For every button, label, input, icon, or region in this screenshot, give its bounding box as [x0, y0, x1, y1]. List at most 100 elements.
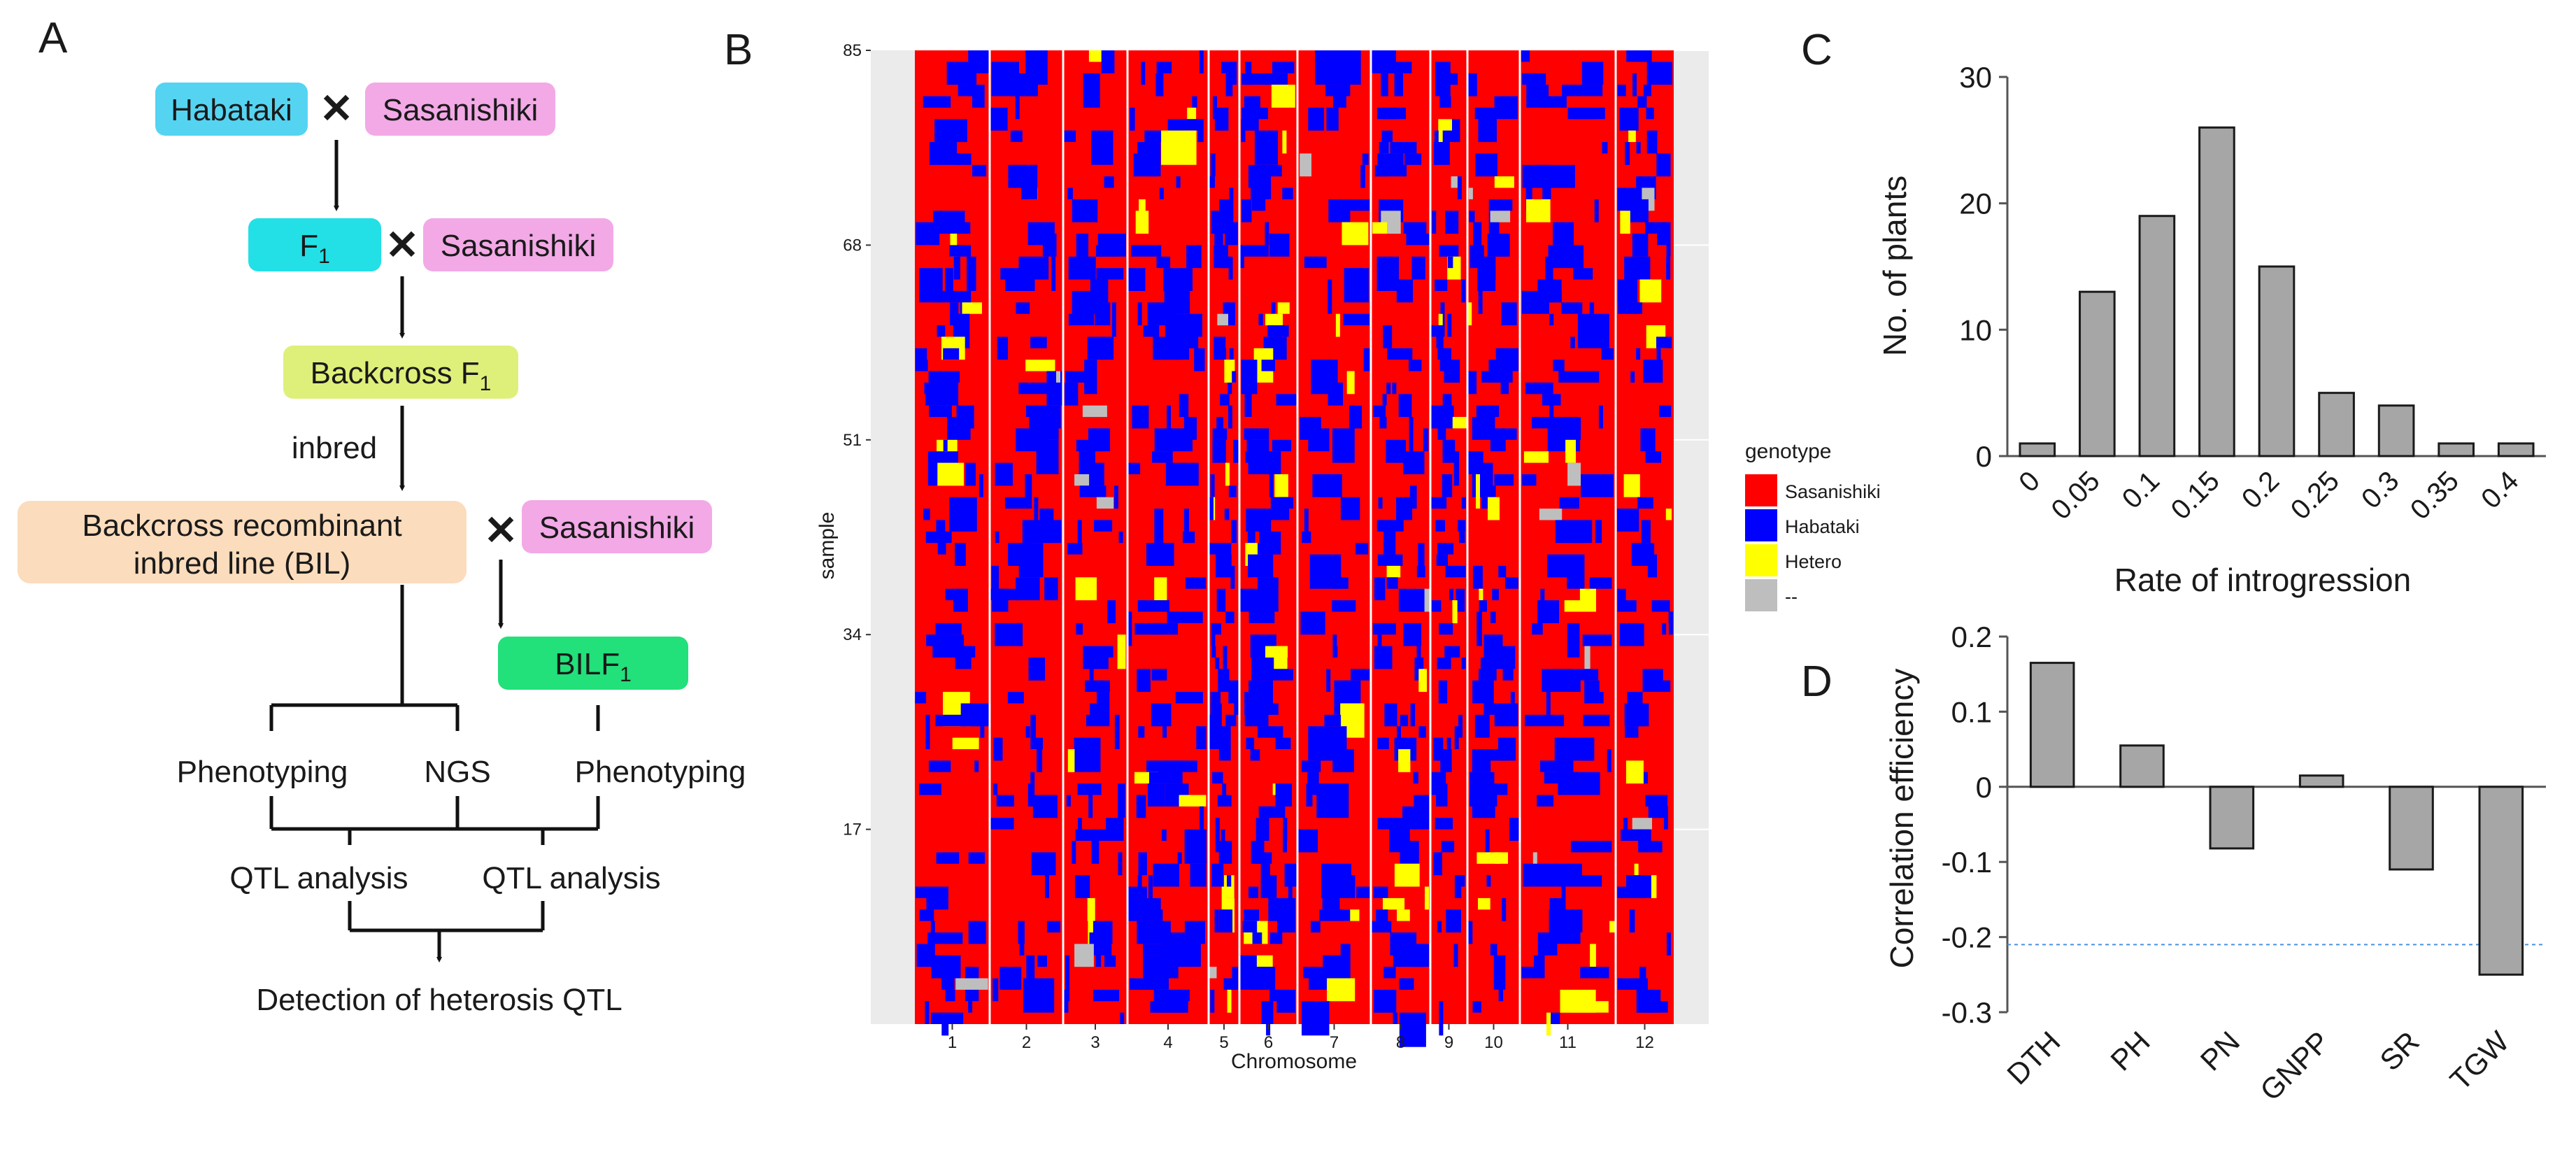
genotype-block: [1456, 588, 1465, 612]
genotype-block: [1479, 600, 1487, 612]
genotype-block: [1394, 863, 1420, 887]
genotype-block: [1241, 199, 1252, 222]
genotype-block: [1362, 153, 1369, 165]
genotype-block: [1567, 107, 1605, 120]
genotype-block: [1136, 795, 1146, 818]
genotype-block: [1032, 795, 1058, 818]
genotype-block: [1494, 96, 1518, 120]
genotype-block: [1480, 658, 1497, 681]
genotype-block: [1223, 646, 1227, 669]
genotype-block: [1467, 73, 1477, 97]
genotype-block: [1644, 772, 1648, 784]
genotype-block: [1272, 783, 1278, 795]
genotype-block: [1079, 485, 1106, 497]
genotype-block: [997, 336, 1009, 360]
genotype-block: [1076, 623, 1083, 635]
genotype-block: [1534, 955, 1545, 979]
genotype-block: [1662, 623, 1667, 635]
genotype-block: [1565, 439, 1576, 463]
genotype-block: [1074, 944, 1094, 967]
genotype-block: [1496, 199, 1513, 211]
genotype-block: [1468, 921, 1473, 944]
genotype-block: [1312, 772, 1317, 784]
genotype-block: [1328, 382, 1344, 406]
genotype-block: [951, 646, 976, 658]
genotype-block: [1474, 714, 1490, 738]
genotype-block: [1200, 806, 1204, 830]
genotype-block: [1502, 897, 1507, 921]
genotype-block: [1439, 818, 1453, 830]
genotype-block: [1228, 680, 1239, 704]
genotype-block: [1378, 497, 1383, 509]
genotype-block: [1197, 119, 1204, 143]
genotype-block: [1396, 497, 1413, 520]
genotype-block: [1379, 142, 1389, 154]
genotype-block: [1161, 130, 1197, 165]
genotype-block: [1075, 829, 1097, 841]
genotype-block: [928, 760, 951, 772]
genotype-block: [1628, 130, 1636, 142]
genotype-block: [1636, 348, 1641, 360]
genotype-block: [1072, 199, 1098, 222]
genotype-block: [955, 543, 966, 566]
genotype-block: [1539, 509, 1563, 520]
genotype-block: [1340, 875, 1355, 898]
genotype-block: [1129, 897, 1161, 921]
genotype-block: [1127, 611, 1132, 646]
genotype-block: [1473, 222, 1482, 246]
genotype-block: [1581, 737, 1593, 761]
genotype-block: [1277, 909, 1293, 921]
genotype-block: [1094, 520, 1113, 532]
genotype-block: [1472, 749, 1491, 772]
genotype-block: [1530, 176, 1568, 188]
genotype-block: [1250, 967, 1264, 990]
genotype-block: [1225, 669, 1230, 681]
genotype-block: [1351, 669, 1370, 681]
legend-swatch-sasanishiki: [1745, 474, 1777, 506]
genotype-block: [1162, 714, 1167, 738]
genotype-block: [1488, 497, 1500, 520]
genotype-block: [1622, 302, 1642, 314]
genotype-block: [1302, 1001, 1330, 1036]
genotype-block: [1383, 897, 1405, 910]
genotype-block: [965, 62, 977, 73]
genotype-block: [1409, 417, 1414, 452]
genotype-block: [1225, 714, 1237, 727]
genotype-block: [1154, 428, 1176, 452]
d-y-axis-title: Correlation efficiency: [1884, 669, 1920, 969]
genotype-block: [1255, 955, 1273, 967]
genotype-block: [1209, 543, 1222, 555]
genotype-block: [1100, 336, 1114, 360]
genotype-block: [1447, 256, 1453, 269]
genotype-block: [1442, 130, 1454, 142]
genotype-block: [1210, 989, 1215, 1013]
genotype-block: [1468, 187, 1473, 199]
genotype-block: [1036, 439, 1059, 474]
genotype-block: [1222, 783, 1227, 795]
genotype-block: [1481, 371, 1500, 383]
genotype-block: [1449, 565, 1466, 578]
genotype-block: [1225, 462, 1230, 486]
genotype-block: [1639, 279, 1662, 303]
genotype-block: [1438, 680, 1448, 704]
genotype-block: [925, 1001, 930, 1024]
bracket-bil: [269, 585, 600, 731]
genotype-block: [1101, 50, 1115, 73]
genotype-block: [1472, 795, 1495, 818]
x-tick-label: 1: [948, 1033, 957, 1052]
genotype-block: [1154, 509, 1164, 544]
genotype-block: [1481, 497, 1488, 509]
genotype-block: [1634, 302, 1639, 314]
genotype-block: [1328, 199, 1351, 222]
genotype-block: [1175, 692, 1203, 704]
genotype-block: [1095, 944, 1102, 967]
legend-label-missing: --: [1785, 586, 1798, 607]
c-y-axis-title: No. of plants: [1877, 176, 1913, 356]
genotype-block: [919, 909, 934, 921]
genotype-block: [1225, 222, 1238, 246]
x-tick-label: 0.3: [2356, 465, 2405, 514]
genotype-block: [1138, 852, 1147, 876]
genotype-block: [1324, 726, 1347, 749]
genotype-block: [1646, 107, 1654, 120]
genotype-block: [1271, 85, 1295, 108]
